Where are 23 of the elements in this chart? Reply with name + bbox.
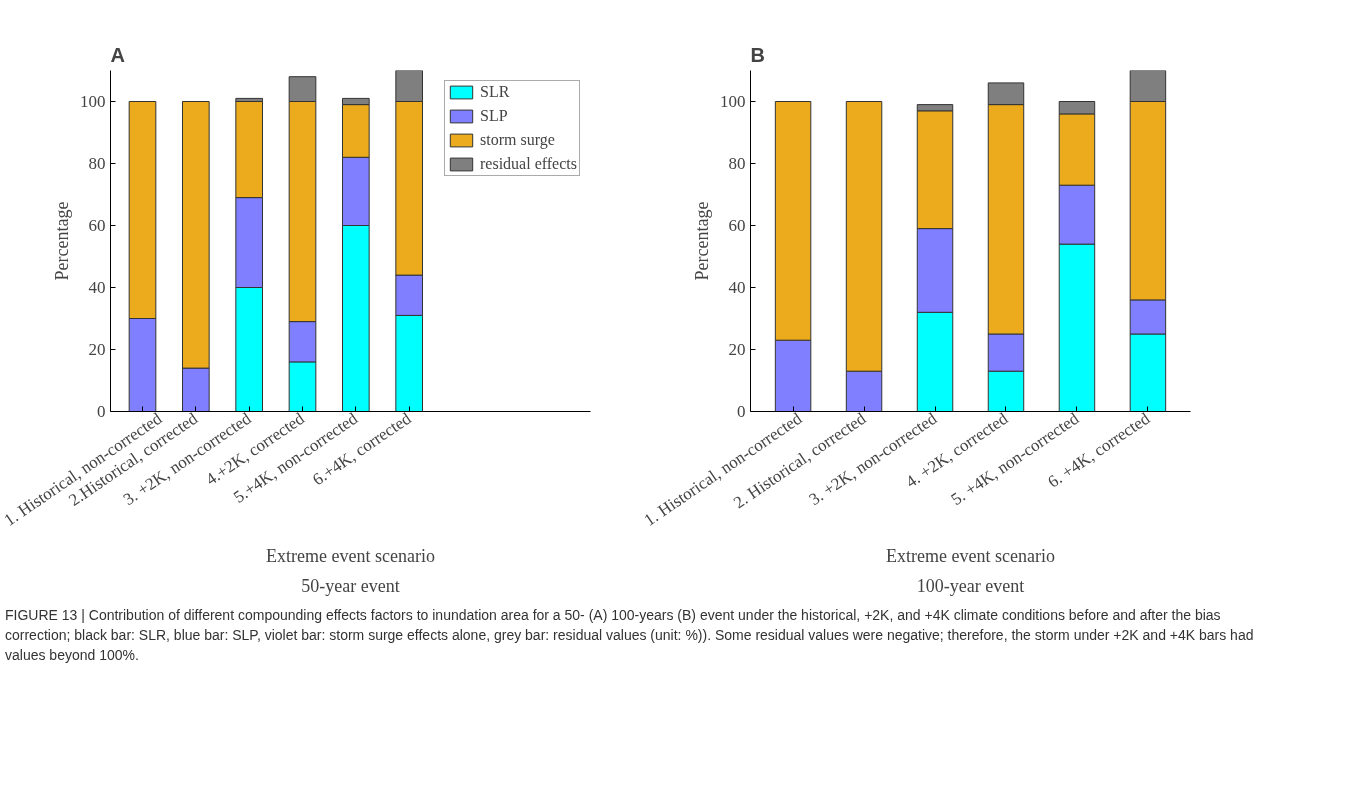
chart-title: B: [750, 43, 765, 66]
y-tick-label: 80: [88, 154, 106, 173]
y-tick-label: 100: [80, 92, 106, 111]
text: 100-year event: [916, 575, 1025, 596]
legend-label: SLR: [480, 83, 510, 101]
y-tick-label: 20: [88, 340, 106, 359]
y-axis-title: Percentage: [52, 201, 72, 281]
y-tick-label: 20: [728, 340, 746, 359]
x-axis-title: Extreme event scenario: [886, 545, 1055, 566]
y-tick-label: 40: [728, 278, 746, 297]
y-tick-label: 80: [728, 154, 746, 173]
text: 50-year event: [301, 575, 400, 596]
chart-title: A: [110, 43, 125, 66]
y-tick-label: 60: [728, 216, 746, 235]
y-tick-label: 60: [88, 216, 106, 235]
legend-label: residual effects: [480, 155, 577, 173]
y-tick-label: 40: [88, 278, 106, 297]
y-axis-title: Percentage: [692, 201, 712, 281]
caption: FIGURE 13 | Contribution of different compounding effects factors to inundation area for a 50- (A) 100-years (B) event under the historical, +2K, and +4K climate conditions before and after the bias correction; black bar: SLR, blue bar: SLP, violet bar: storm surge effects alone, grey bar: residual values (unit: %)). Some residual values were negative; therefore, the storm under +2K and +4K bars had values beyond 100%.: [5, 606, 1255, 665]
y-tick-label: 100: [720, 92, 746, 111]
legend-label: storm surge: [480, 131, 555, 149]
x-axis-title: Extreme event scenario: [266, 545, 435, 566]
legend-label: SLP: [480, 107, 508, 125]
